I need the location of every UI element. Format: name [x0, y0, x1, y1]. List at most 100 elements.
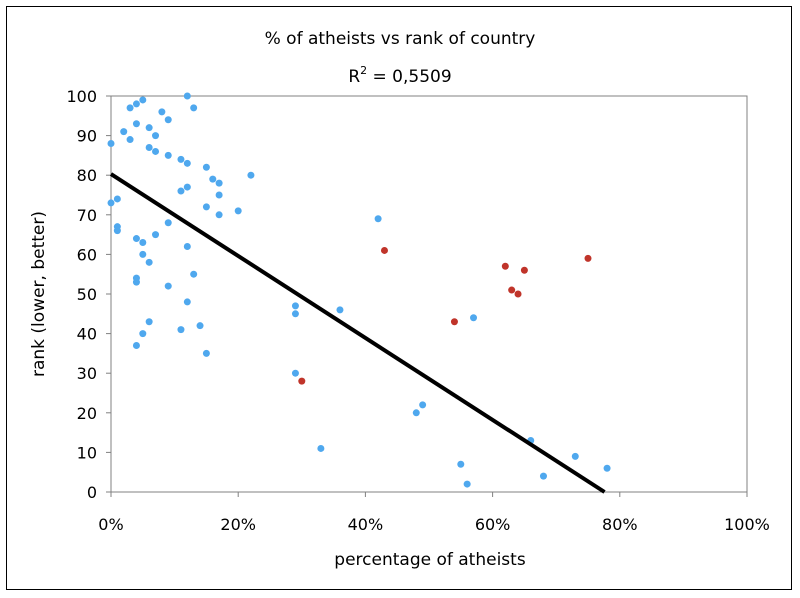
data-point [209, 175, 217, 183]
data-point [158, 108, 166, 116]
data-point [190, 270, 198, 278]
data-point [183, 183, 191, 191]
data-point [412, 409, 420, 417]
data-point [571, 452, 579, 460]
data-point [120, 128, 128, 136]
data-point [234, 207, 242, 215]
data-point [183, 242, 191, 250]
x-tick-label: 80% [602, 515, 638, 534]
data-point [419, 401, 427, 409]
data-point [183, 159, 191, 167]
data-point [152, 132, 160, 140]
y-tick-label: 20 [77, 404, 97, 423]
data-point [126, 136, 134, 144]
data-point [514, 290, 522, 298]
data-point [374, 215, 382, 223]
r-squared-label: R2 = 0,5509 [348, 64, 451, 87]
data-point [126, 104, 134, 112]
data-point [177, 187, 185, 195]
y-tick-label: 50 [77, 285, 97, 304]
data-point [152, 147, 160, 155]
data-point [215, 191, 223, 199]
data-point [152, 231, 160, 239]
data-point [113, 195, 121, 203]
y-tick-label: 30 [77, 364, 97, 383]
data-point [202, 349, 210, 357]
data-point [190, 104, 198, 112]
data-point [177, 326, 185, 334]
data-point [463, 480, 471, 488]
x-tick-label: 40% [348, 515, 384, 534]
data-point [298, 377, 306, 385]
data-point [132, 120, 140, 128]
data-point [164, 219, 172, 227]
y-tick-label: 10 [77, 443, 97, 462]
data-point [291, 369, 299, 377]
data-point [336, 306, 344, 314]
y-tick-label: 100 [66, 87, 97, 106]
r-squared-value: = 0,5509 [367, 67, 452, 87]
data-point [291, 310, 299, 318]
data-point [132, 100, 140, 108]
data-point [145, 318, 153, 326]
data-point [132, 341, 140, 349]
data-point [450, 318, 458, 326]
data-point [177, 155, 185, 163]
x-tick-label: 0% [98, 515, 123, 534]
y-tick-label: 80 [77, 166, 97, 185]
x-tick-label: 60% [475, 515, 511, 534]
y-axis-ticks: 0 10 20 30 40 50 60 70 80 90 100 [66, 87, 111, 502]
data-point [501, 262, 509, 270]
data-point [145, 124, 153, 132]
y-tick-label: 70 [77, 206, 97, 225]
data-point [139, 239, 147, 247]
data-point [202, 163, 210, 171]
data-point [539, 472, 547, 480]
y-tick-label: 90 [77, 127, 97, 146]
chart-frame [6, 6, 792, 590]
data-point [164, 151, 172, 159]
x-axis-label: percentage of atheists [334, 550, 526, 570]
data-point [317, 444, 325, 452]
data-point [113, 227, 121, 235]
data-point [107, 199, 115, 207]
data-point [584, 254, 592, 262]
data-point [457, 460, 465, 468]
data-point [247, 171, 255, 179]
data-point [132, 235, 140, 243]
data-point [520, 266, 528, 274]
data-point [139, 250, 147, 258]
data-points [107, 92, 611, 488]
data-point [202, 203, 210, 211]
data-point [215, 179, 223, 187]
data-point [132, 278, 140, 286]
data-point [196, 322, 204, 330]
y-tick-label: 60 [77, 245, 97, 264]
data-point [107, 140, 115, 148]
data-point [164, 116, 172, 124]
data-point [380, 246, 388, 254]
data-point [291, 302, 299, 310]
data-point [145, 258, 153, 266]
data-point [145, 143, 153, 151]
data-point [164, 282, 172, 290]
r-squared-prefix: R [348, 67, 360, 87]
x-axis-ticks: 0% 20% 40% 60% 80% 100% [98, 492, 770, 534]
data-point [183, 92, 191, 100]
chart-title: % of atheists vs rank of country [265, 29, 536, 49]
data-point [183, 298, 191, 306]
y-tick-label: 40 [77, 325, 97, 344]
data-point [139, 96, 147, 104]
r-squared-superscript: 2 [360, 64, 367, 77]
x-tick-label: 20% [220, 515, 256, 534]
data-point [508, 286, 516, 294]
data-point [139, 330, 147, 338]
data-point [215, 211, 223, 219]
data-point [603, 464, 611, 472]
plot-area [110, 95, 748, 493]
data-point [470, 314, 478, 322]
trendline [109, 172, 606, 494]
y-axis-label: rank (lower, better) [29, 211, 49, 377]
y-tick-label: 0 [87, 483, 97, 502]
